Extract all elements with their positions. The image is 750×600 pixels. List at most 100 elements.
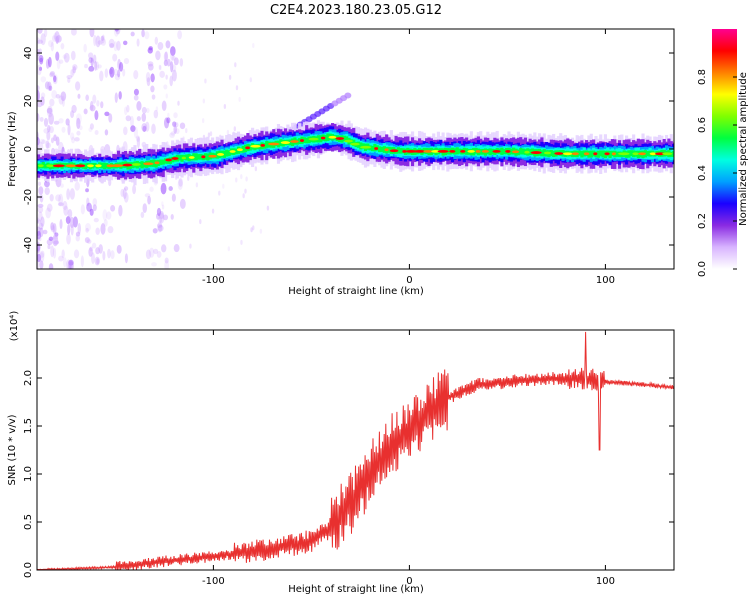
heatmap-noise-cell — [240, 174, 243, 180]
heatmap-core-cell — [543, 151, 552, 155]
heatmap-band-cell — [152, 159, 156, 167]
heatmap-noise-cell — [44, 187, 50, 196]
heatmap-noise-cell — [75, 81, 81, 91]
y-tick-label: -40 — [23, 237, 34, 253]
heatmap-noise-cell — [46, 203, 53, 212]
heatmap-noise-cell — [103, 219, 108, 227]
heatmap-noise-cell — [218, 190, 221, 196]
heatmap-core-cell — [583, 152, 590, 156]
heatmap-noise-cell — [163, 59, 168, 67]
heatmap-band-cell — [629, 150, 633, 157]
heatmap-core-cell — [413, 150, 426, 153]
heatmap-noise-cell — [102, 250, 106, 261]
heatmap-band-cell — [552, 150, 556, 158]
heatmap-noise-cell — [93, 217, 99, 223]
heatmap-noise-cell — [147, 61, 154, 67]
snr-series-line — [37, 331, 674, 570]
heatmap-noise-cell — [238, 96, 241, 102]
heatmap-core-cell — [402, 150, 407, 153]
heatmap-noise-cell — [162, 214, 169, 221]
heatmap-noise-cell — [58, 193, 64, 206]
heatmap-noise-cell — [49, 98, 55, 107]
heatmap-core-cell — [250, 144, 261, 148]
heatmap-band-cell — [326, 133, 330, 141]
heatmap-noise-cell — [37, 141, 44, 154]
heatmap-noise-cell — [89, 123, 94, 130]
heatmap-band-cell — [100, 162, 104, 169]
heatmap-band-cell — [601, 150, 605, 158]
heatmap-noise-cell — [47, 81, 52, 91]
heatmap-noise-cell — [113, 41, 118, 52]
heatmap-noise-cell — [48, 112, 54, 125]
heatmap-noise-cell — [120, 188, 125, 198]
heatmap-noise-cell — [170, 61, 174, 73]
heatmap-noise-cell — [97, 40, 103, 45]
heatmap-noise-cell — [43, 180, 50, 188]
y-tick-label: 0.5 — [23, 514, 34, 530]
heatmap-noise-cell — [159, 65, 162, 71]
heatmap-band-cell — [549, 149, 553, 157]
heatmap-noise-cell — [66, 259, 72, 269]
heatmap-noise-cell — [98, 244, 103, 254]
heatmap-noise-cell — [153, 109, 159, 119]
snr-y-label: SNR (10 * v/v) — [7, 414, 18, 485]
colorbar-ticks: 0.0 0.2 0.4 0.6 0.8 — [697, 69, 737, 277]
heatmap-noise-cell — [86, 197, 90, 207]
heatmap-core-cell — [131, 163, 141, 166]
heatmap-core-cell — [165, 158, 173, 162]
heatmap-noise-cell — [57, 202, 64, 207]
heatmap-noise-cell — [126, 104, 130, 113]
heatmap-core-cell — [111, 164, 124, 168]
heatmap-noise-cell — [259, 228, 263, 234]
heatmap-core-cell — [611, 152, 616, 156]
snr-y-axis: 0.0 0.5 1.0 1.5 2.0 — [23, 370, 674, 578]
heatmap-core-cell — [280, 141, 291, 144]
y-tick-label: 1.5 — [23, 418, 34, 434]
heatmap-noise-cell — [161, 244, 167, 253]
heatmap-core-cell — [662, 152, 673, 156]
heatmap-noise-cell — [48, 85, 53, 91]
heatmap-core-cell — [374, 147, 379, 150]
heatmap-noise-cell — [123, 106, 128, 116]
heatmap-noise-cell — [46, 107, 53, 114]
heatmap-noise-cell — [53, 74, 58, 85]
heatmap-noise-cell — [52, 235, 59, 247]
heatmap-core-cell — [65, 164, 77, 168]
heatmap-noise-cell — [170, 51, 175, 62]
heatmap-noise-cell — [174, 122, 179, 128]
heatmap-core-cell — [46, 164, 54, 168]
heatmap-noise-cell — [91, 252, 95, 265]
heatmap-noise-cell — [38, 66, 43, 71]
heatmap-core-cell — [344, 139, 353, 143]
heatmap-band-cell — [646, 151, 650, 157]
heatmap-core-cell — [405, 150, 418, 153]
colorbar-gradient — [712, 29, 737, 269]
heatmap-noise-cell — [100, 101, 104, 109]
heatmap-noise-cell — [185, 128, 188, 134]
heatmap-noise-cell — [133, 126, 138, 139]
heatmap-noise-cell — [155, 106, 159, 112]
heatmap-noise-cell — [150, 85, 155, 93]
heatmap-noise-cell — [157, 41, 164, 51]
heatmap-noise-cell — [165, 40, 171, 49]
heatmap-core-cell — [171, 157, 179, 160]
heatmap-noise-cell — [161, 204, 165, 210]
heatmap-noise-cell — [37, 203, 44, 208]
heatmap-noise-cell — [175, 128, 180, 135]
heatmap-noise-cell — [167, 112, 170, 118]
heatmap-core-cell — [481, 150, 489, 153]
colorbar-tick-label: 0.0 — [697, 261, 708, 277]
snr-x-label: Height of straight line (km) — [288, 584, 424, 595]
heatmap-noise-cell — [148, 247, 155, 258]
heatmap-noise-cell — [92, 198, 98, 207]
heatmap-noise-cell — [168, 186, 173, 191]
heatmap-noise-cell — [45, 207, 52, 219]
heatmap-noise-cell — [157, 224, 164, 232]
heatmap-noise-cell — [65, 216, 71, 224]
heatmap-noise-cell — [195, 182, 199, 188]
heatmap-noise-cell — [164, 257, 169, 264]
heatmap-band-cell — [528, 149, 532, 156]
heatmap-noise-cell — [159, 217, 163, 223]
heatmap-noise-cell — [148, 63, 154, 71]
heatmap-noise-cell — [72, 64, 78, 71]
